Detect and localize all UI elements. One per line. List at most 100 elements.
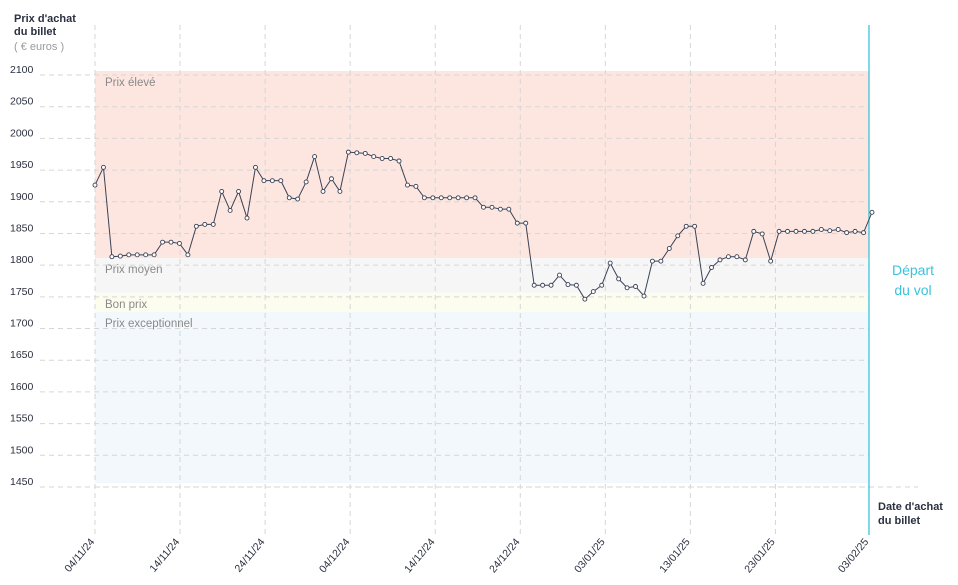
price-point bbox=[100, 164, 106, 170]
band-label: Prix élevé bbox=[105, 77, 156, 89]
price-point bbox=[210, 221, 216, 227]
price-point bbox=[666, 246, 672, 251]
price-point bbox=[227, 207, 233, 213]
price-point bbox=[742, 257, 748, 263]
x-tick-label: 03/01/25 bbox=[572, 536, 608, 575]
price-point bbox=[725, 254, 731, 260]
y-tick-label: 1500 bbox=[10, 444, 34, 456]
price-point bbox=[599, 282, 605, 288]
price-point bbox=[489, 204, 495, 210]
x-axis-title: Date d'achat bbox=[878, 501, 943, 513]
y-tick-label: 1950 bbox=[10, 159, 34, 171]
y-tick-label: 2000 bbox=[10, 127, 34, 139]
price-point bbox=[320, 188, 326, 194]
x-tick-label: 03/02/25 bbox=[836, 536, 872, 575]
price-point bbox=[776, 228, 782, 234]
price-point bbox=[801, 228, 807, 234]
price-point bbox=[430, 195, 436, 201]
price-point bbox=[447, 195, 453, 201]
x-tick-label: 14/12/24 bbox=[402, 536, 438, 575]
price-point bbox=[861, 230, 867, 236]
price-point bbox=[278, 178, 284, 184]
price-point bbox=[700, 280, 706, 286]
price-point bbox=[759, 231, 765, 237]
x-tick-label: 24/12/24 bbox=[487, 536, 523, 575]
departure-label: du vol bbox=[894, 282, 931, 298]
price-point bbox=[658, 258, 664, 264]
y-tick-label: 1450 bbox=[10, 476, 34, 488]
price-point bbox=[827, 228, 833, 234]
price-point bbox=[396, 158, 402, 164]
price-point bbox=[641, 293, 647, 299]
price-point bbox=[117, 253, 123, 259]
price-point bbox=[143, 252, 149, 258]
price-point bbox=[244, 215, 250, 221]
price-point bbox=[405, 182, 410, 188]
price-point bbox=[438, 195, 444, 201]
price-point bbox=[852, 228, 858, 234]
price-band bbox=[95, 257, 869, 293]
y-tick-label: 1800 bbox=[10, 254, 34, 266]
price-point bbox=[557, 272, 562, 278]
price-point bbox=[481, 204, 486, 210]
price-point bbox=[734, 254, 740, 260]
x-tick-label: 23/01/25 bbox=[742, 536, 778, 575]
y-tick-label: 1650 bbox=[10, 349, 34, 361]
price-point bbox=[236, 188, 242, 194]
price-point bbox=[624, 285, 630, 291]
price-point bbox=[109, 254, 115, 260]
price-point bbox=[193, 223, 199, 229]
price-point bbox=[582, 296, 588, 302]
price-point bbox=[633, 284, 638, 289]
price-point bbox=[421, 195, 427, 201]
price-point bbox=[312, 154, 318, 160]
x-tick-label: 04/11/24 bbox=[62, 536, 97, 575]
price-point bbox=[379, 156, 385, 161]
price-point bbox=[464, 195, 470, 201]
price-point bbox=[540, 282, 546, 288]
price-point bbox=[354, 150, 360, 156]
price-point bbox=[514, 220, 520, 226]
price-point bbox=[151, 252, 157, 258]
y-tick-label: 1850 bbox=[10, 222, 34, 234]
y-tick-label: 1700 bbox=[10, 318, 34, 330]
price-point bbox=[168, 239, 174, 245]
price-point bbox=[219, 188, 225, 194]
price-point bbox=[709, 265, 714, 270]
price-point bbox=[506, 206, 512, 212]
x-tick-label: 14/11/24 bbox=[147, 536, 182, 575]
price-point bbox=[337, 188, 343, 194]
price-point bbox=[388, 156, 394, 161]
y-tick-label: 1550 bbox=[10, 413, 34, 425]
price-point bbox=[269, 178, 275, 184]
price-point bbox=[329, 176, 334, 182]
y-axis-title: du billet bbox=[14, 26, 57, 38]
price-point bbox=[362, 150, 368, 156]
price-point bbox=[177, 240, 182, 246]
price-point bbox=[253, 164, 258, 170]
price-point bbox=[345, 149, 351, 155]
price-point bbox=[261, 178, 267, 184]
y-axis-title: Prix d'achat bbox=[14, 13, 76, 25]
price-point bbox=[202, 221, 208, 227]
price-point bbox=[649, 258, 655, 264]
price-point bbox=[531, 282, 537, 288]
price-point bbox=[92, 182, 98, 188]
y-tick-label: 1750 bbox=[10, 286, 34, 298]
departure-label: Départ bbox=[892, 262, 934, 278]
price-point bbox=[548, 282, 554, 288]
price-point bbox=[286, 195, 292, 201]
price-point bbox=[295, 196, 301, 202]
price-point bbox=[565, 282, 571, 288]
price-point bbox=[844, 230, 850, 236]
price-point bbox=[785, 228, 790, 234]
price-point bbox=[590, 289, 596, 295]
price-point bbox=[134, 252, 140, 258]
price-point bbox=[497, 206, 503, 212]
price-point bbox=[869, 209, 875, 215]
price-band bbox=[95, 311, 869, 483]
price-point bbox=[607, 260, 613, 266]
x-tick-label: 04/12/24 bbox=[317, 536, 353, 575]
price-point bbox=[413, 183, 419, 189]
